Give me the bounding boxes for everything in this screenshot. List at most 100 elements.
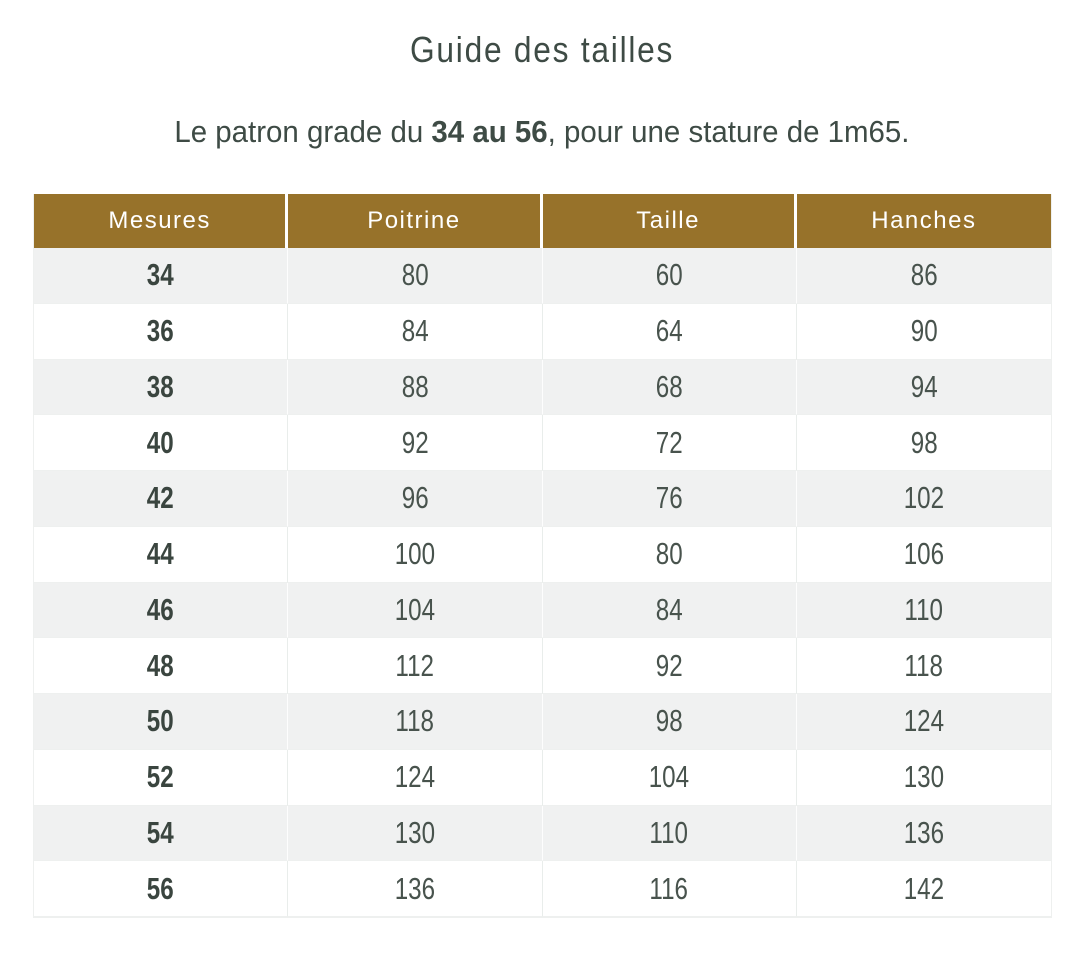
measurement-value: 84 bbox=[401, 313, 429, 349]
cell-size: 48 bbox=[34, 638, 289, 694]
table-row: 46 104 84 110 bbox=[34, 582, 1051, 639]
measurement-value: 112 bbox=[395, 647, 435, 683]
measurement-value: 118 bbox=[395, 703, 435, 739]
cell-measurement: 68 bbox=[542, 359, 797, 416]
table-row: 44 100 80 106 bbox=[34, 526, 1051, 583]
cell-measurement: 106 bbox=[796, 526, 1051, 583]
size-value: 56 bbox=[147, 870, 175, 906]
measurement-value: 136 bbox=[394, 870, 436, 906]
measurement-value: 106 bbox=[903, 536, 945, 572]
size-value: 52 bbox=[147, 759, 175, 795]
measurement-value: 110 bbox=[904, 591, 944, 627]
size-value: 40 bbox=[147, 424, 175, 460]
measurement-value: 90 bbox=[910, 313, 938, 349]
cell-size: 40 bbox=[34, 415, 289, 471]
measurement-value: 94 bbox=[910, 368, 938, 404]
measurement-value: 110 bbox=[649, 814, 689, 850]
measurement-value: 64 bbox=[655, 313, 683, 349]
subtitle: Le patron grade du 34 au 56, pour une st… bbox=[0, 110, 1084, 154]
cell-size: 52 bbox=[34, 749, 289, 806]
subtitle-suffix: , pour une stature de 1m65. bbox=[547, 114, 910, 149]
cell-measurement: 90 bbox=[796, 303, 1051, 360]
cell-measurement: 100 bbox=[288, 526, 543, 583]
measurement-value: 130 bbox=[394, 814, 436, 850]
cell-measurement: 64 bbox=[542, 303, 797, 360]
cell-measurement: 84 bbox=[288, 303, 543, 360]
measurement-value: 104 bbox=[394, 591, 436, 627]
measurement-value: 116 bbox=[649, 870, 689, 906]
measurement-value: 98 bbox=[910, 424, 938, 460]
cell-measurement: 94 bbox=[796, 359, 1051, 416]
table-row: 48 112 92 118 bbox=[34, 638, 1051, 694]
cell-measurement: 88 bbox=[288, 359, 543, 416]
size-value: 38 bbox=[147, 368, 175, 404]
cell-measurement: 112 bbox=[288, 638, 543, 694]
measurement-value: 130 bbox=[903, 759, 945, 795]
table-body: 34 80 60 86 36 84 64 90 38 88 68 94 40 92 72 98 42 96 76 10… bbox=[34, 248, 1051, 917]
size-value: 42 bbox=[147, 480, 175, 516]
cell-measurement: 110 bbox=[796, 582, 1051, 639]
cell-size: 42 bbox=[34, 471, 289, 527]
column-header-poitrine: Poitrine bbox=[288, 194, 543, 248]
cell-measurement: 98 bbox=[796, 415, 1051, 471]
measurement-value: 80 bbox=[401, 257, 429, 293]
table-row: 56 136 116 142 bbox=[34, 861, 1051, 917]
table-header-row: Mesures Poitrine Taille Hanches bbox=[34, 194, 1051, 248]
cell-measurement: 130 bbox=[288, 805, 543, 862]
cell-measurement: 130 bbox=[796, 749, 1051, 806]
measurement-value: 102 bbox=[903, 480, 945, 516]
cell-measurement: 118 bbox=[288, 694, 543, 750]
cell-measurement: 80 bbox=[288, 248, 543, 304]
cell-measurement: 104 bbox=[288, 582, 543, 639]
table-row: 50 118 98 124 bbox=[34, 694, 1051, 750]
size-value: 48 bbox=[147, 647, 175, 683]
measurement-value: 98 bbox=[655, 703, 683, 739]
size-value: 36 bbox=[147, 313, 175, 349]
measurement-value: 118 bbox=[904, 647, 944, 683]
measurement-value: 72 bbox=[655, 424, 683, 460]
cell-measurement: 60 bbox=[542, 248, 797, 304]
cell-measurement: 76 bbox=[542, 471, 797, 527]
cell-measurement: 92 bbox=[542, 638, 797, 694]
cell-measurement: 124 bbox=[288, 749, 543, 806]
table-row: 38 88 68 94 bbox=[34, 359, 1051, 416]
page-title-text: Guide des tailles bbox=[409, 29, 675, 70]
measurement-value: 92 bbox=[655, 647, 683, 683]
table-row: 42 96 76 102 bbox=[34, 471, 1051, 527]
cell-measurement: 86 bbox=[796, 248, 1051, 304]
cell-size: 54 bbox=[34, 805, 289, 862]
cell-size: 56 bbox=[34, 861, 289, 917]
subtitle-text: Le patron grade du 34 au 56, pour une st… bbox=[174, 110, 909, 154]
cell-size: 44 bbox=[34, 526, 289, 583]
table-row: 52 124 104 130 bbox=[34, 749, 1051, 806]
cell-measurement: 80 bbox=[542, 526, 797, 583]
measurement-value: 84 bbox=[655, 591, 683, 627]
size-value: 34 bbox=[147, 257, 175, 293]
cell-measurement: 104 bbox=[542, 749, 797, 806]
cell-size: 34 bbox=[34, 248, 289, 304]
size-value: 54 bbox=[147, 814, 175, 850]
column-header-hanches: Hanches bbox=[796, 194, 1051, 248]
cell-measurement: 124 bbox=[796, 694, 1051, 750]
cell-size: 46 bbox=[34, 582, 289, 639]
size-value: 50 bbox=[147, 703, 175, 739]
cell-measurement: 110 bbox=[542, 805, 797, 862]
cell-measurement: 102 bbox=[796, 471, 1051, 527]
table-row: 40 92 72 98 bbox=[34, 415, 1051, 471]
cell-measurement: 116 bbox=[542, 861, 797, 917]
cell-measurement: 98 bbox=[542, 694, 797, 750]
measurement-value: 88 bbox=[401, 368, 429, 404]
measurement-value: 86 bbox=[910, 257, 938, 293]
measurement-value: 76 bbox=[655, 480, 683, 516]
measurement-value: 92 bbox=[401, 424, 429, 460]
cell-measurement: 118 bbox=[796, 638, 1051, 694]
cell-size: 50 bbox=[34, 694, 289, 750]
column-header-taille: Taille bbox=[542, 194, 797, 248]
measurement-value: 142 bbox=[903, 870, 945, 906]
cell-size: 38 bbox=[34, 359, 289, 416]
size-value: 46 bbox=[147, 591, 175, 627]
cell-measurement: 92 bbox=[288, 415, 543, 471]
table-row: 34 80 60 86 bbox=[34, 248, 1051, 304]
size-value: 44 bbox=[147, 536, 175, 572]
